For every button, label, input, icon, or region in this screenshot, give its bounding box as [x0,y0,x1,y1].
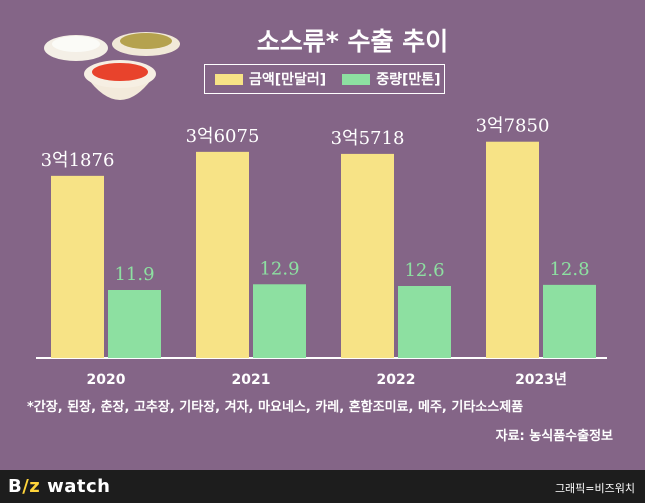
data-label-amount-0: 3억1876 [41,150,115,171]
data-label-weight-2: 12.6 [404,260,444,281]
sauce-bowls-illustration [44,32,180,100]
bar-amount-3 [486,141,539,358]
footnote: *간장, 된장, 춘장, 고추장, 기타장, 겨자, 마요네스, 카레, 혼합조… [27,400,524,415]
legend: 금액[만달러] 중량[만톤] [204,64,445,94]
data-label-weight-3: 12.8 [549,259,589,280]
legend-swatch-weight [342,73,371,85]
bar-weight-3 [543,284,596,358]
bar-weight-2 [398,286,451,358]
data-label-amount-3: 3억7850 [476,116,550,137]
legend-label-weight: 중량[만톤] [376,72,441,88]
data-label-weight-0: 11.9 [114,264,154,285]
bar-amount-1 [196,151,249,358]
bar-weight-1 [253,284,306,358]
x-tick-label-3: 2023년 [515,372,567,388]
bar-amount-0 [51,175,104,358]
x-tick-label-2: 2022 [377,372,416,388]
source-note: 자료: 농식품수출정보 [495,429,613,444]
legend-swatch-amount [215,73,243,85]
legend-label-amount: 금액[만달러] [249,72,327,88]
bar-chart: 3억1876 11.9 2020 3억6075 12.9 2021 3억5718 12.6 20… [36,116,607,388]
data-label-weight-1: 12.9 [259,258,299,279]
legend-item-amount: 금액[만달러] [215,69,326,89]
bizwatch-logo: B/z watch [8,476,111,497]
footer-bar: B/z watch 그래픽=비즈워치 [0,470,645,503]
bar-amount-2 [341,153,394,358]
x-tick-label-1: 2021 [232,372,271,388]
data-label-amount-2: 3억5718 [331,128,405,149]
legend-item-weight: 중량[만톤] [342,69,441,89]
data-label-amount-1: 3억6075 [186,126,260,147]
x-tick-label-0: 2020 [87,372,126,388]
bar-weight-0 [108,290,161,358]
chart-title: 소스류* 수출 추이 [256,27,449,56]
graphic-credit: 그래픽=비즈워치 [554,482,635,495]
